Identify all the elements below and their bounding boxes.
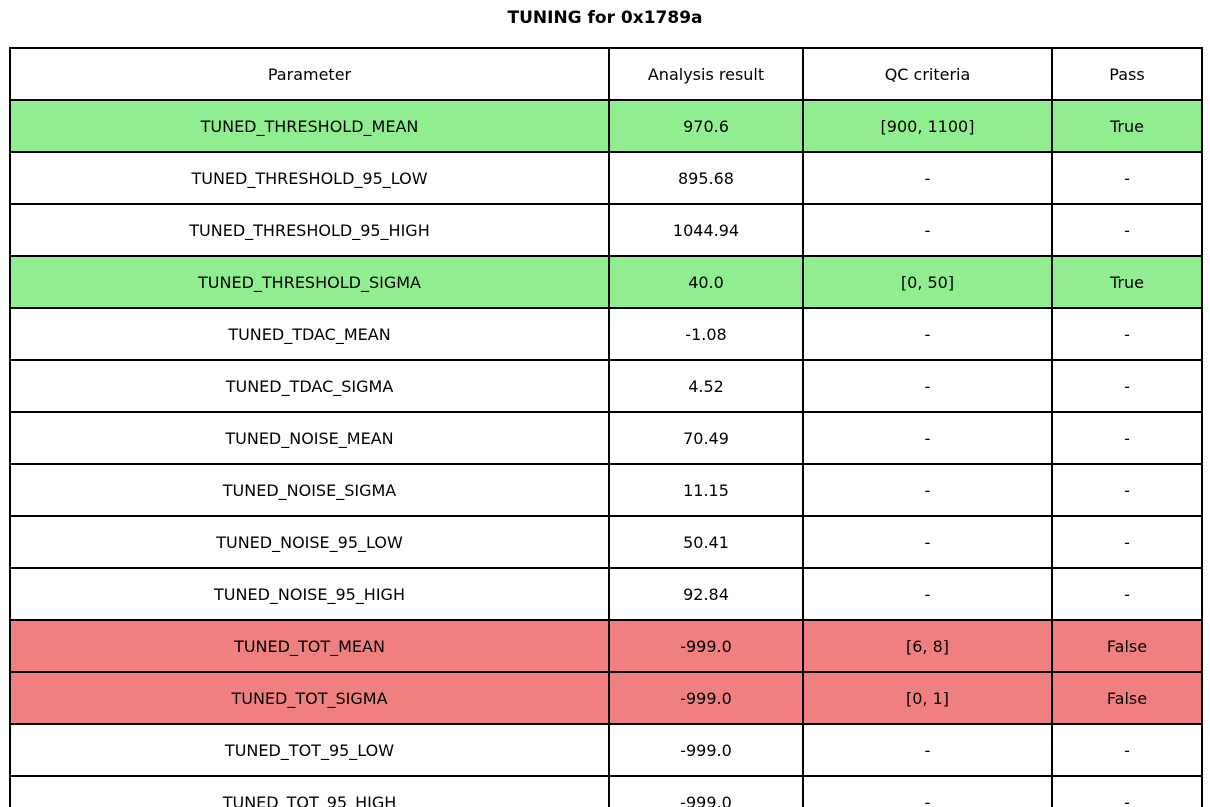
cell-criteria: -: [802, 567, 1053, 621]
cell-criteria: -: [802, 723, 1053, 777]
cell-parameter: TUNED_TOT_95_LOW: [9, 723, 610, 777]
cell-pass: True: [1051, 99, 1203, 153]
table-row: TUNED_TOT_95_HIGH -999.0 - -: [9, 775, 1203, 807]
col-header-parameter: Parameter: [9, 47, 610, 101]
table-row: TUNED_NOISE_95_LOW 50.41 - -: [9, 515, 1203, 569]
cell-result: 4.52: [608, 359, 804, 413]
cell-result: -999.0: [608, 775, 804, 807]
cell-pass: False: [1051, 671, 1203, 725]
cell-criteria: [900, 1100]: [802, 99, 1053, 153]
table-row: TUNED_THRESHOLD_95_HIGH 1044.94 - -: [9, 203, 1203, 257]
cell-pass: -: [1051, 515, 1203, 569]
cell-criteria: -: [802, 307, 1053, 361]
cell-result: 1044.94: [608, 203, 804, 257]
cell-pass: -: [1051, 775, 1203, 807]
col-header-qc-criteria: QC criteria: [802, 47, 1053, 101]
cell-parameter: TUNED_TOT_SIGMA: [9, 671, 610, 725]
page-title: TUNING for 0x1789a: [507, 8, 703, 28]
table-row: TUNED_TOT_95_LOW -999.0 - -: [9, 723, 1203, 777]
qc-results-table: Parameter Analysis result QC criteria Pa…: [9, 47, 1203, 807]
cell-result: 92.84: [608, 567, 804, 621]
cell-pass: False: [1051, 619, 1203, 673]
cell-pass: -: [1051, 307, 1203, 361]
cell-pass: -: [1051, 359, 1203, 413]
table-row: TUNED_TOT_SIGMA -999.0 [0, 1] False: [9, 671, 1203, 725]
table-row: TUNED_NOISE_SIGMA 11.15 - -: [9, 463, 1203, 517]
table-row: TUNED_TDAC_SIGMA 4.52 - -: [9, 359, 1203, 413]
cell-criteria: -: [802, 775, 1053, 807]
cell-result: -999.0: [608, 723, 804, 777]
cell-criteria: -: [802, 411, 1053, 465]
cell-result: 970.6: [608, 99, 804, 153]
cell-result: -999.0: [608, 619, 804, 673]
cell-criteria: -: [802, 151, 1053, 205]
col-header-analysis-result: Analysis result: [608, 47, 804, 101]
cell-parameter: TUNED_NOISE_95_HIGH: [9, 567, 610, 621]
cell-parameter: TUNED_THRESHOLD_95_HIGH: [9, 203, 610, 257]
table-row: TUNED_NOISE_95_HIGH 92.84 - -: [9, 567, 1203, 621]
cell-result: 40.0: [608, 255, 804, 309]
cell-parameter: TUNED_TDAC_MEAN: [9, 307, 610, 361]
cell-parameter: TUNED_THRESHOLD_MEAN: [9, 99, 610, 153]
table-row: TUNED_THRESHOLD_SIGMA 40.0 [0, 50] True: [9, 255, 1203, 309]
cell-criteria: [0, 1]: [802, 671, 1053, 725]
cell-pass: -: [1051, 203, 1203, 257]
cell-criteria: -: [802, 359, 1053, 413]
cell-parameter: TUNED_TOT_MEAN: [9, 619, 610, 673]
cell-parameter: TUNED_THRESHOLD_SIGMA: [9, 255, 610, 309]
cell-result: 50.41: [608, 515, 804, 569]
cell-pass: -: [1051, 463, 1203, 517]
col-header-pass: Pass: [1051, 47, 1203, 101]
cell-criteria: [0, 50]: [802, 255, 1053, 309]
table-row: TUNED_THRESHOLD_95_LOW 895.68 - -: [9, 151, 1203, 205]
table-row: TUNED_NOISE_MEAN 70.49 - -: [9, 411, 1203, 465]
cell-parameter: TUNED_NOISE_SIGMA: [9, 463, 610, 517]
cell-result: 895.68: [608, 151, 804, 205]
cell-result: -999.0: [608, 671, 804, 725]
cell-criteria: -: [802, 463, 1053, 517]
cell-criteria: -: [802, 203, 1053, 257]
table-row: TUNED_THRESHOLD_MEAN 970.6 [900, 1100] T…: [9, 99, 1203, 153]
cell-pass: -: [1051, 411, 1203, 465]
cell-pass: -: [1051, 151, 1203, 205]
cell-criteria: [6, 8]: [802, 619, 1053, 673]
header-row: Parameter Analysis result QC criteria Pa…: [9, 47, 1203, 101]
cell-pass: -: [1051, 723, 1203, 777]
cell-criteria: -: [802, 515, 1053, 569]
table-row: TUNED_TDAC_MEAN -1.08 - -: [9, 307, 1203, 361]
cell-parameter: TUNED_NOISE_MEAN: [9, 411, 610, 465]
table-row: TUNED_TOT_MEAN -999.0 [6, 8] False: [9, 619, 1203, 673]
cell-result: 70.49: [608, 411, 804, 465]
cell-parameter: TUNED_TDAC_SIGMA: [9, 359, 610, 413]
cell-pass: -: [1051, 567, 1203, 621]
cell-parameter: TUNED_NOISE_95_LOW: [9, 515, 610, 569]
cell-result: 11.15: [608, 463, 804, 517]
cell-result: -1.08: [608, 307, 804, 361]
cell-pass: True: [1051, 255, 1203, 309]
cell-parameter: TUNED_TOT_95_HIGH: [9, 775, 610, 807]
cell-parameter: TUNED_THRESHOLD_95_LOW: [9, 151, 610, 205]
